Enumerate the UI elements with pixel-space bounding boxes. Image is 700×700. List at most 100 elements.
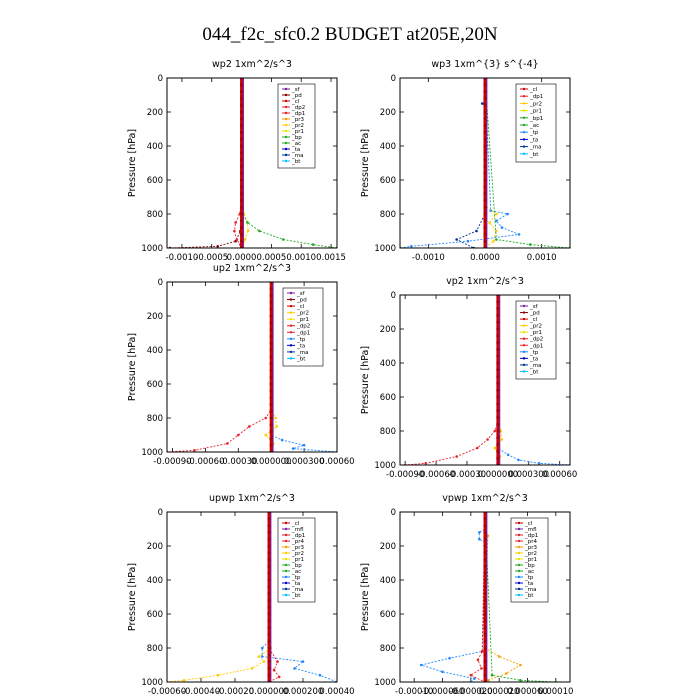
data-point-tp [302,443,306,447]
legend-label: _pr3 [291,545,305,551]
legend-marker [517,587,521,591]
zero-profile-point [267,626,271,630]
zero-profile-point [239,130,244,134]
data-point-pr4 [476,658,480,662]
zero-profile-point [239,83,244,87]
zero-profile-point [483,626,487,630]
zero-profile-point [483,646,487,650]
zero-profile-point [267,558,271,562]
data-point-pd [216,245,220,248]
legend-marker [517,527,521,531]
zero-profile-point [483,205,487,209]
x-tick-label: 0.0015 [316,253,346,263]
y-tick-label: 1000 [374,678,396,688]
zero-profile-point [239,151,244,155]
zero-profile-point [269,436,273,440]
legend-label: _cl [524,521,533,527]
data-point-tp [291,447,295,450]
legend-marker [522,152,526,155]
zero-profile-point [496,422,500,426]
series-line-bp1 [484,78,570,248]
zero-profile-point [483,178,487,182]
x-tick-label: -0.00020 [216,687,254,697]
legend-box [515,300,557,380]
legend-marker [284,141,288,145]
zero-profile-point [483,666,487,671]
data-point-pr3 [519,663,522,667]
data-point-pr4 [469,673,473,677]
legend-marker [517,575,521,579]
legend-marker [289,357,293,360]
zero-profile-point [496,395,500,399]
zero-profile-point [269,348,273,352]
x-tick-label: 0.0000 [227,253,257,263]
x-tick-label: 0.000200 [283,687,324,697]
y-tick-label: 1000 [141,678,163,688]
legend-marker [289,291,293,295]
zero-profile-point [269,382,273,386]
legend: _sf_pd_cl_pr2_pr1_dp2_dp1_tp_ta_ma_bt [515,300,557,380]
legend-marker [289,324,293,327]
y-tick-label: 800 [380,210,396,220]
zero-profile-point [239,90,244,94]
zero-profile-point [267,530,271,535]
legend-label: _pr1 [529,109,542,115]
y-tick-label: 0 [391,508,396,518]
legend-marker [517,569,521,573]
legend-marker [289,311,293,314]
legend-marker [522,102,526,105]
zero-profile-point [483,96,487,100]
legend-marker [522,357,526,360]
panel-6: vpwp 1xm^2/s^3 Pressure [hPa] 0 200 400 600 80… [360,493,573,697]
zero-profile-point [496,375,500,379]
zero-profile-point [483,137,487,141]
legend-label: _ac [291,569,301,575]
zero-profile-point [483,564,487,569]
zero-profile-point [269,389,273,393]
legend: _sf_pd_cl_dp2_dp1_pr3_pr2_pr1_bp_ac_ta_m… [277,83,316,169]
zero-profile-point [483,639,487,643]
panel-5: upwp 1xm^2/s^3 Pressure [hPa] 0 200 400 600 80… [127,493,355,697]
legend-label: _ta [529,137,538,143]
zero-profile-point [496,443,500,447]
legend-label: _ta [296,343,305,349]
data-point-pr2 [488,221,491,224]
zero-profile-point [267,666,271,671]
zero-profile-point [496,347,500,351]
zero-profile-point [239,96,244,100]
zero-profile-point [267,551,271,555]
zero-profile-point [239,117,244,121]
zero-profile-point [496,388,500,392]
zero-profile-point [483,117,487,121]
series-line-tp [419,512,486,682]
legend-label: _pr1 [296,317,309,323]
legend-label: _bp [291,563,302,569]
legend-label: _dp1 [291,533,305,539]
data-point-dp1 [233,229,236,233]
legend-marker [284,587,288,591]
legend-marker [284,527,288,531]
x-tick-label: -0.00010 [395,687,433,697]
zero-profile-point [483,571,487,575]
legend-label: _pr3 [524,545,538,551]
legend-marker [522,330,526,334]
legend-marker [517,593,521,597]
zero-profile-point [269,334,273,338]
legend-marker [284,129,288,133]
legend-label: _cl [291,521,300,527]
legend-label: _dp1 [529,94,543,100]
x-tick-label: -0.00090 [153,457,191,467]
legend-label: _ma [296,350,308,356]
zero-profile-point [483,524,487,528]
y-axis-label: Pressure [hPa] [360,563,371,631]
data-point-ac [490,673,494,677]
zero-profile-point [267,585,271,589]
x-tick-label: -0.00040 [182,687,220,697]
legend-label: _ac [291,141,301,147]
zero-profile-point [496,354,500,358]
data-point-pr2 [264,433,268,437]
data-point-tp [301,660,305,663]
legend-label: _pr1 [529,330,542,336]
y-tick-label: 400 [147,142,163,152]
zero-profile-point [496,456,500,460]
